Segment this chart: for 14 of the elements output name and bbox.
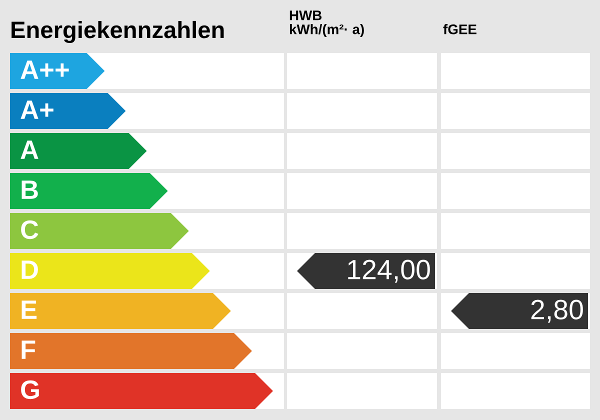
text: fGEE	[443, 24, 476, 34]
y-tick-label: E	[22, 300, 37, 319]
chart-title: Energiekennzahlen	[12, 20, 224, 44]
y-tick-label: G	[21, 380, 39, 400]
y-tick-label: A+	[20, 100, 54, 119]
y-tick-label: D	[22, 260, 38, 279]
y-tick-label: F	[22, 340, 36, 359]
text: 124,00	[348, 260, 430, 283]
text: HWB kWh/(m²· a)	[290, 10, 364, 37]
y-tick-label: B	[22, 180, 38, 199]
y-tick-label: A++	[20, 60, 69, 79]
y-tick-label: A	[20, 140, 38, 159]
y-tick-label: C	[21, 220, 38, 240]
text: 2,80	[531, 300, 583, 323]
